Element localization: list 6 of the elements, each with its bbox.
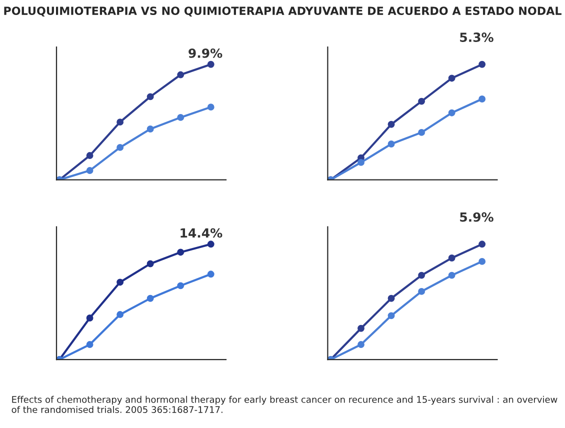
text: 5.3% [460,32,494,42]
text: Effects of chemotherapy and hormonal therapy for early breast cancer on recurence and 15-years survival : an overview of the randomised trials. 2005 365:1687-1717. [12,396,558,413]
text: 5.9% [460,212,494,222]
text: POLUQUIMIOTERAPIA VS NO QUIMIOTERAPIA ADYUVANTE DE ACUERDO A ESTADO NODAL [4,6,562,16]
text: 9.9% [188,48,222,58]
text: 14.4% [180,228,222,238]
